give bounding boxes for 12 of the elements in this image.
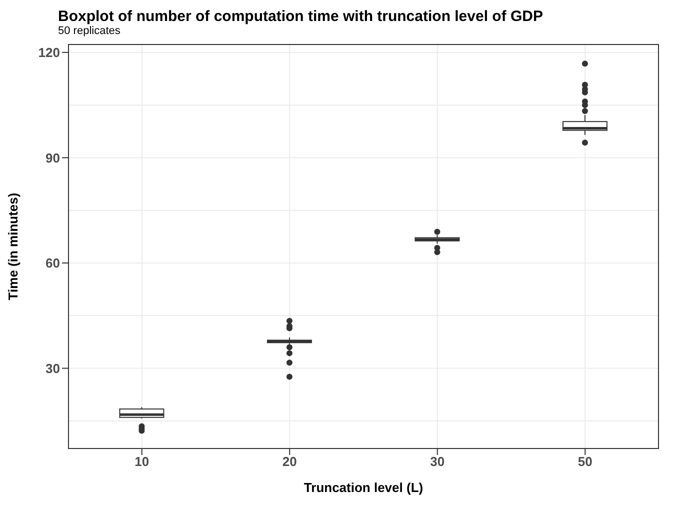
y-tick-label: 120 [38, 45, 60, 60]
y-tick-label: 60 [46, 256, 60, 271]
chart-title: Boxplot of number of computation time with truncation level of GDP [57, 8, 544, 25]
x-tick-label: 50 [578, 454, 592, 470]
x-tick-label: 10 [134, 454, 150, 470]
y-tick-label: 90 [46, 150, 60, 166]
x-tick-label: 20 [282, 454, 297, 470]
x-axis-title: Truncation level (L) [304, 480, 424, 495]
x-tick-label: 30 [430, 454, 445, 470]
y-tick-label: 30 [46, 360, 60, 376]
chart-subtitle: 50 replicates [57, 25, 122, 37]
y-axis-title: Time (in minutes) [6, 192, 21, 300]
